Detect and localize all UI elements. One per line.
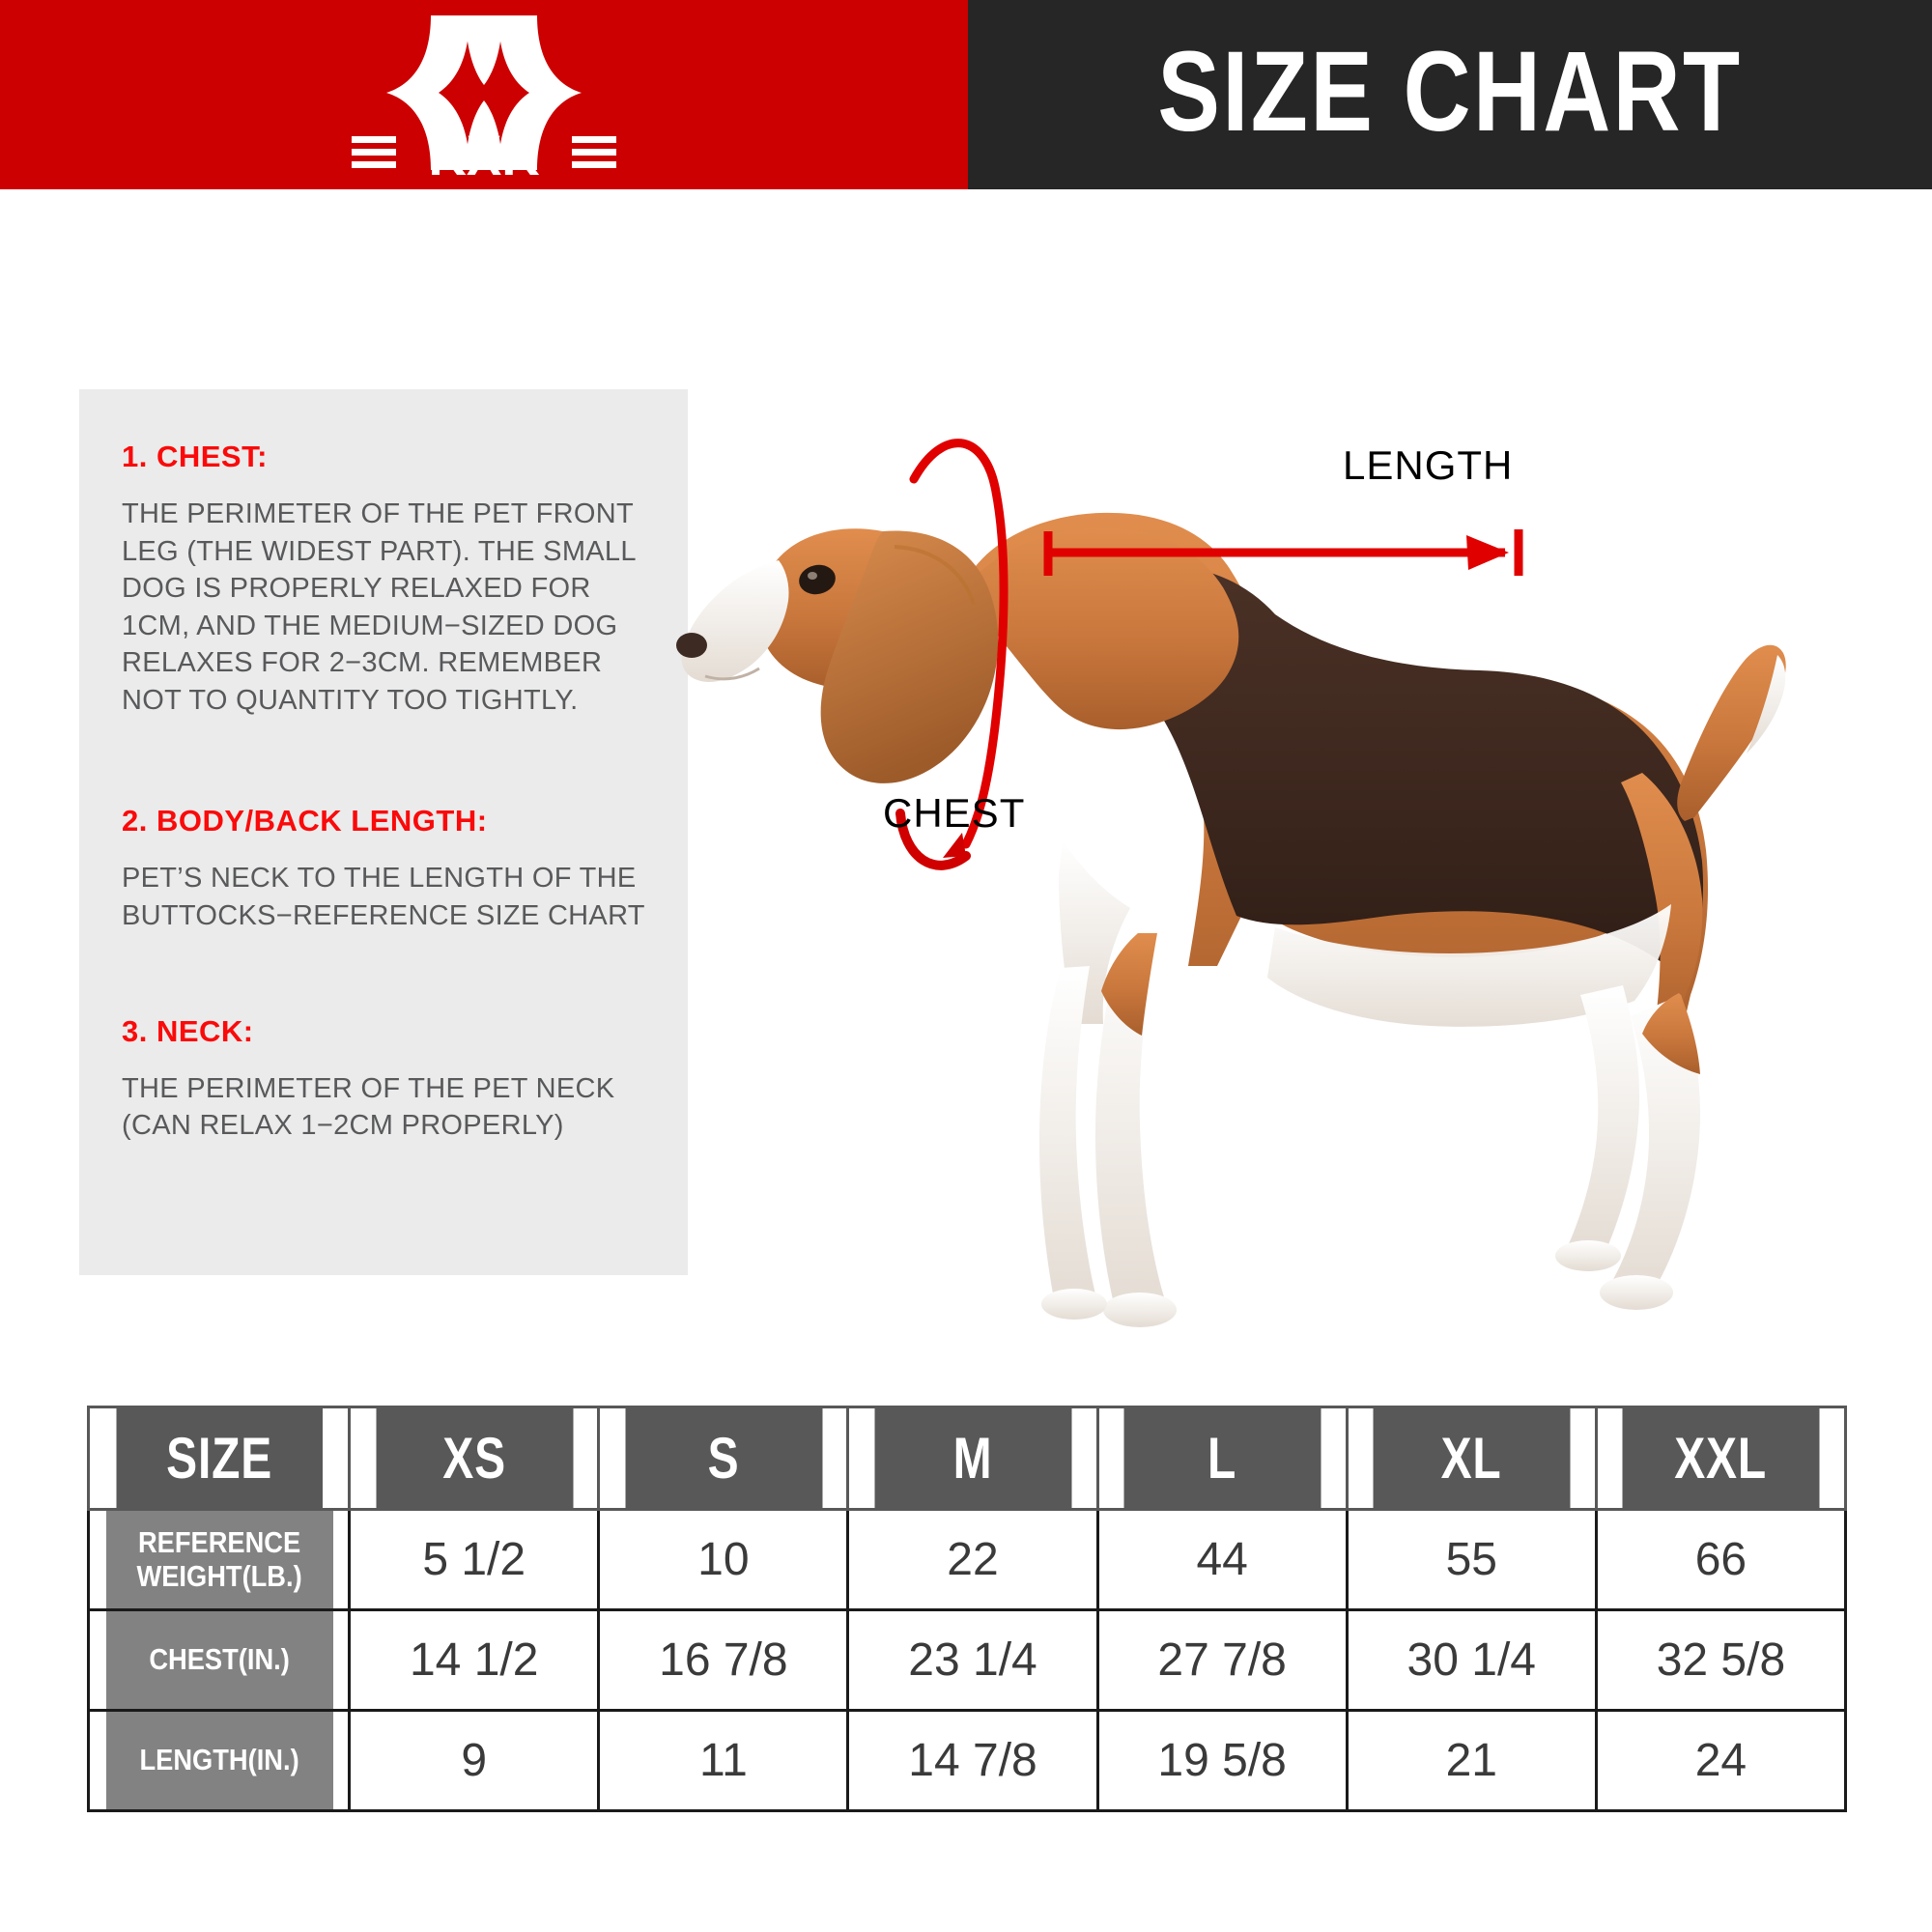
dog-tail-tip-white: [1747, 655, 1786, 753]
cell-length-l: 19 5/8: [1095, 1709, 1349, 1812]
table-header-row: SIZE XS S M L XL XXL: [89, 1406, 1846, 1511]
table-header-m: M: [871, 1406, 1074, 1511]
instruction-section-body-length: 2. BODY/BACK LENGTH: PET’S NECK TO THE L…: [122, 804, 649, 934]
dog-ear-fold: [894, 545, 976, 606]
brand-wordmark: KXK: [429, 124, 540, 182]
dog-hind-leg-tan-top: [1642, 993, 1700, 1074]
dog-hind-paw-far: [1555, 1240, 1621, 1271]
dog-hind-paw-near: [1600, 1275, 1673, 1310]
dog-rump-marking: [1621, 773, 1703, 1047]
table-row: LENGTH(IN.) 9 11 14 7/8 19 5/8 21 24: [89, 1709, 1848, 1812]
dog-hind-leg-near: [1611, 995, 1700, 1291]
row-label-reference-weight: REFERENCE WEIGHT(LB.): [102, 1508, 335, 1611]
length-arrow-head: [1466, 535, 1509, 570]
cell-chest-s: 16 7/8: [597, 1608, 850, 1712]
instruction-section-neck: 3. NECK: THE PERIMETER OF THE PET NECK (…: [122, 1014, 649, 1145]
instruction-body: THE PERIMETER OF THE PET FRONT LEG (THE …: [122, 498, 636, 716]
spacer: [122, 728, 649, 804]
chest-girth-line: [909, 439, 1009, 849]
cell-length-xxl: 24: [1594, 1709, 1848, 1812]
table-header-xl: XL: [1370, 1406, 1573, 1511]
cell-length-m: 14 7/8: [846, 1709, 1099, 1812]
dog-front-paw-far: [1041, 1289, 1107, 1320]
row-label-chest: CHEST(IN.): [102, 1608, 335, 1712]
cell-chest-xs: 14 1/2: [348, 1608, 601, 1712]
spacer: [122, 945, 649, 1014]
brand-banner: KXK: [0, 0, 968, 189]
kxk-hourglass-logo-icon: KXK: [352, 15, 616, 182]
row-label-line2: WEIGHT(LB.): [135, 1558, 302, 1593]
cell-weight-m: 22: [846, 1508, 1099, 1611]
row-label-line1: REFERENCE: [137, 1524, 300, 1559]
instruction-body: THE PERIMETER OF THE PET NECK (CAN RELAX…: [122, 1072, 615, 1142]
instruction-section-chest: 1. CHEST: THE PERIMETER OF THE PET FRONT…: [122, 440, 649, 719]
cell-length-xl: 21: [1345, 1709, 1598, 1812]
instruction-body: PET’S NECK TO THE LENGTH OF THE BUTTOCKS…: [122, 863, 645, 931]
dog-nose: [676, 633, 707, 658]
dog-front-leg-tan-top: [1101, 933, 1157, 1036]
table-header-size: SIZE: [113, 1406, 325, 1511]
table-row: CHEST(IN.) 14 1/2 16 7/8 23 1/4 27 7/8 3…: [89, 1608, 1848, 1712]
dog-muzzle: [681, 560, 789, 683]
cell-weight-xxl: 66: [1594, 1508, 1848, 1611]
cell-length-xs: 9: [348, 1709, 601, 1812]
instruction-heading: 1. CHEST:: [122, 440, 268, 473]
instruction-heading: 2. BODY/BACK LENGTH:: [122, 804, 488, 838]
cell-chest-m: 23 1/4: [846, 1608, 1099, 1712]
beagle-dog-illustration: [676, 439, 1786, 1327]
cell-weight-s: 10: [597, 1508, 850, 1611]
cell-weight-xl: 55: [1345, 1508, 1598, 1611]
page-title: SIZE CHART: [1157, 28, 1743, 156]
table-header-xxl: XXL: [1619, 1406, 1822, 1511]
chest-arrow-head: [943, 833, 966, 858]
dog-hind-leg-far: [1567, 985, 1640, 1256]
table-row: REFERENCE WEIGHT(LB.) 5 1/2 10 22 44 55 …: [89, 1508, 1848, 1611]
length-annotation-label: LENGTH: [1343, 442, 1514, 488]
dog-neck-shoulder: [966, 527, 1239, 730]
dog-front-leg-near: [1095, 933, 1167, 1308]
page-header: KXK SIZE CHART: [0, 0, 1932, 189]
title-banner: SIZE CHART: [968, 0, 1932, 189]
row-label-length: LENGTH(IN.): [102, 1709, 335, 1812]
measuring-instructions-panel: 1. CHEST: THE PERIMETER OF THE PET FRONT…: [79, 389, 688, 1275]
cell-chest-xxl: 32 5/8: [1594, 1608, 1848, 1712]
table-header-xs: XS: [373, 1406, 576, 1511]
dog-eye-highlight: [808, 572, 817, 580]
dog-tail: [1677, 644, 1786, 821]
dog-belly-white: [1267, 904, 1671, 1027]
dog-eye: [799, 564, 836, 595]
table-header-s: S: [622, 1406, 825, 1511]
dog-front-paw-near: [1103, 1293, 1177, 1327]
dog-illustration-area: LENGTH CHEST: [676, 386, 1874, 1352]
cell-chest-l: 27 7/8: [1095, 1608, 1349, 1712]
cell-weight-xs: 5 1/2: [348, 1508, 601, 1611]
dog-saddle-marking: [1092, 565, 1704, 983]
dog-front-leg-far: [1039, 966, 1097, 1304]
chest-annotation-label: CHEST: [883, 790, 1026, 836]
cell-length-s: 11: [597, 1709, 850, 1812]
size-chart-table: SIZE XS S M L XL XXL REFERENCE WEIGHT(LB…: [87, 1406, 1848, 1812]
table-header-l: L: [1121, 1406, 1323, 1511]
chest-arrow-curve: [895, 809, 971, 870]
dog-ear: [820, 530, 999, 783]
cell-chest-xl: 30 1/4: [1345, 1608, 1598, 1712]
dog-mouth-line: [704, 667, 760, 681]
instruction-heading: 3. NECK:: [122, 1013, 254, 1048]
cell-weight-l: 44: [1095, 1508, 1349, 1611]
